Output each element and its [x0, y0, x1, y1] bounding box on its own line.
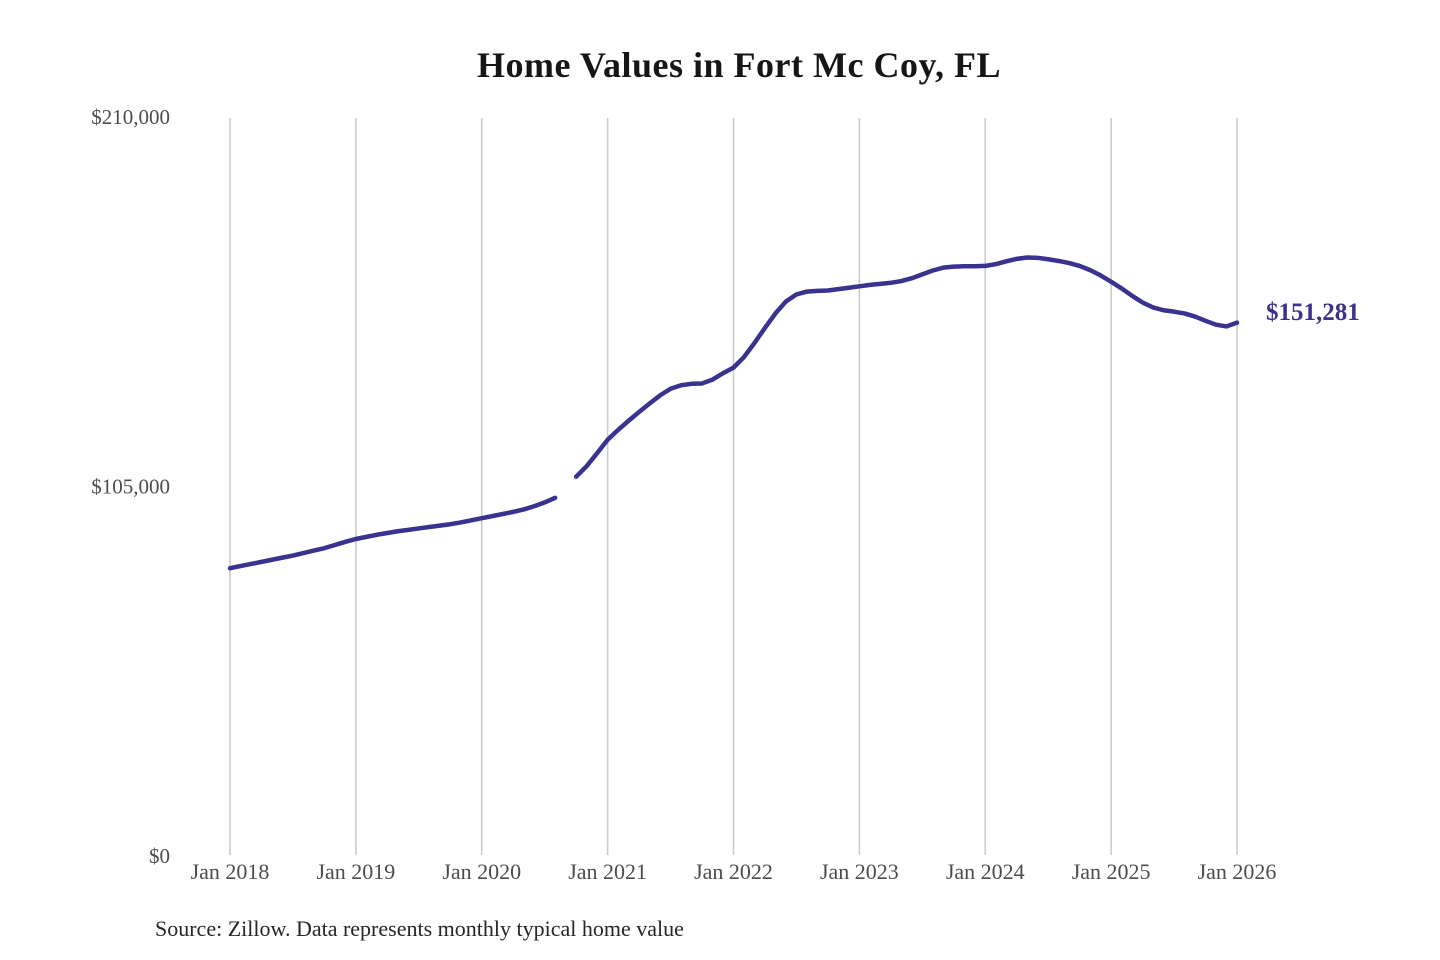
y-tick-label: $105,000 [91, 475, 170, 499]
x-tick-label: Jan 2024 [946, 859, 1025, 884]
x-tick-label: Jan 2023 [820, 859, 899, 884]
x-tick-label: Jan 2018 [191, 859, 270, 884]
x-tick-label: Jan 2021 [568, 859, 647, 884]
source-note: Source: Zillow. Data represents monthly … [155, 916, 684, 941]
chart-title: Home Values in Fort Mc Coy, FL [477, 45, 1001, 85]
y-tick-label: $0 [149, 844, 170, 868]
x-tick-label: Jan 2026 [1198, 859, 1277, 884]
end-value-label: $151,281 [1266, 299, 1360, 326]
x-tick-label: Jan 2022 [694, 859, 773, 884]
home-value-line [227, 255, 1240, 571]
x-tick-label: Jan 2025 [1072, 859, 1151, 884]
x-tick-label: Jan 2019 [316, 859, 395, 884]
x-tick-label: Jan 2020 [442, 859, 521, 884]
y-tick-label: $210,000 [91, 105, 170, 129]
